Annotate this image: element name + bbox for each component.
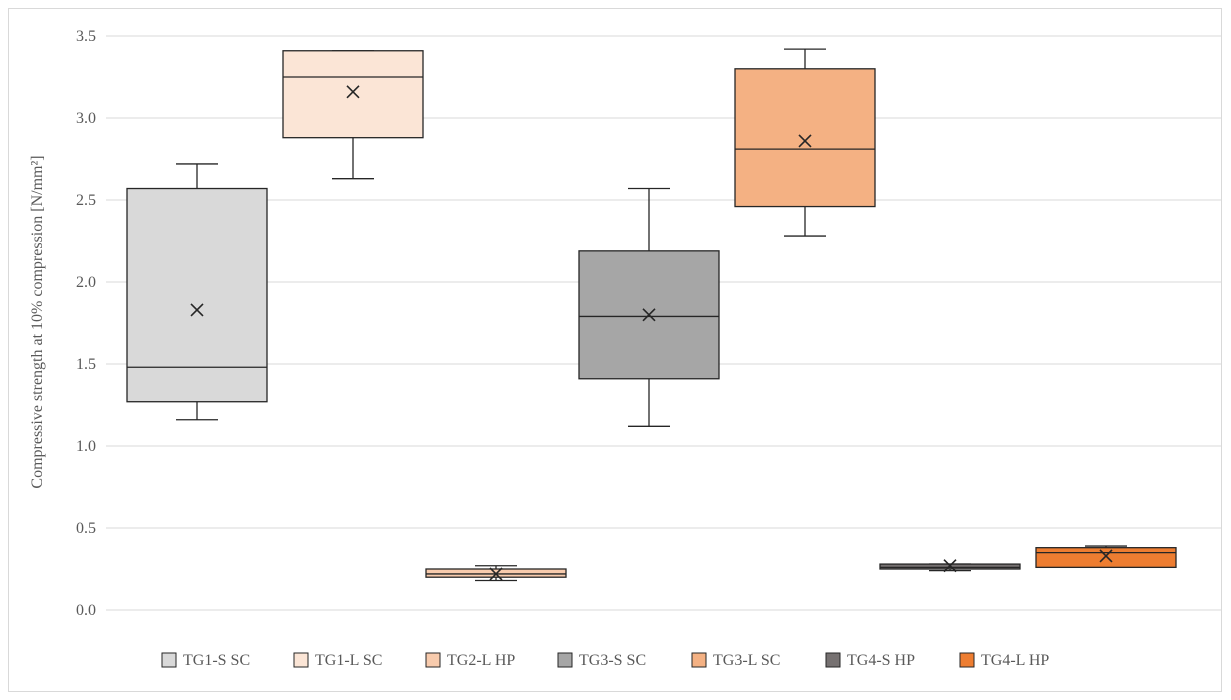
box-body bbox=[126, 187, 268, 403]
legend-label: TG3-L SC bbox=[713, 652, 780, 669]
legend-swatch bbox=[557, 652, 573, 668]
mean-marker bbox=[489, 567, 503, 581]
mean-marker bbox=[642, 308, 656, 322]
y-tick-label: 0.5 bbox=[76, 520, 96, 537]
box-tg3-l-sc bbox=[734, 48, 876, 237]
y-axis-label: Compressive strength at 10% compression … bbox=[29, 155, 46, 488]
legend: TG1-S SC TG1-L SC TG2-L HP TG3-S SC TG3-L SC… bbox=[161, 652, 1049, 669]
box-tg1-l-sc bbox=[282, 50, 424, 180]
boxes bbox=[126, 48, 1177, 582]
legend-label: TG3-S SC bbox=[579, 652, 646, 669]
mean-marker bbox=[943, 559, 957, 573]
mean-marker bbox=[190, 303, 204, 317]
legend-swatch bbox=[425, 652, 441, 668]
legend-swatch bbox=[959, 652, 975, 668]
legend-swatch bbox=[161, 652, 177, 668]
y-tick-label: 0.0 bbox=[76, 602, 96, 619]
box-body bbox=[1035, 547, 1177, 569]
box-tg4-s-hp bbox=[879, 559, 1021, 573]
box-tg4-l-hp bbox=[1035, 545, 1177, 569]
mean-marker bbox=[1099, 549, 1113, 563]
legend-label: TG1-S SC bbox=[183, 652, 250, 669]
legend-item: TG4-S HP bbox=[825, 652, 915, 669]
box-tg1-s-sc bbox=[126, 163, 268, 421]
legend-item: TG3-S SC bbox=[557, 652, 646, 669]
y-tick-label: 2.0 bbox=[76, 274, 96, 291]
legend-swatch bbox=[293, 652, 309, 668]
legend-swatch bbox=[691, 652, 707, 668]
y-tick-label: 3.5 bbox=[76, 28, 96, 45]
mean-marker bbox=[346, 85, 360, 99]
legend-label: TG4-L HP bbox=[981, 652, 1049, 669]
y-tick-label: 1.0 bbox=[76, 438, 96, 455]
legend-item: TG3-L SC bbox=[691, 652, 780, 669]
mean-marker bbox=[798, 134, 812, 148]
box-tg3-s-sc bbox=[578, 187, 720, 427]
legend-item: TG1-S SC bbox=[161, 652, 250, 669]
box-body bbox=[734, 68, 876, 208]
box-tg2-l-hp bbox=[425, 565, 567, 582]
y-axis-ticks: 0.0 0.5 1.0 1.5 2.0 2.5 3.0 3.5 bbox=[76, 28, 96, 619]
box-body bbox=[282, 50, 424, 139]
legend-label: TG2-L HP bbox=[447, 652, 515, 669]
y-tick-label: 1.5 bbox=[76, 356, 96, 373]
legend-label: TG1-L SC bbox=[315, 652, 382, 669]
legend-label: TG4-S HP bbox=[847, 652, 915, 669]
legend-item: TG1-L SC bbox=[293, 652, 382, 669]
legend-item: TG4-L HP bbox=[959, 652, 1049, 669]
y-tick-label: 2.5 bbox=[76, 192, 96, 209]
legend-item: TG2-L HP bbox=[425, 652, 515, 669]
legend-swatch bbox=[825, 652, 841, 668]
y-tick-label: 3.0 bbox=[76, 110, 96, 127]
